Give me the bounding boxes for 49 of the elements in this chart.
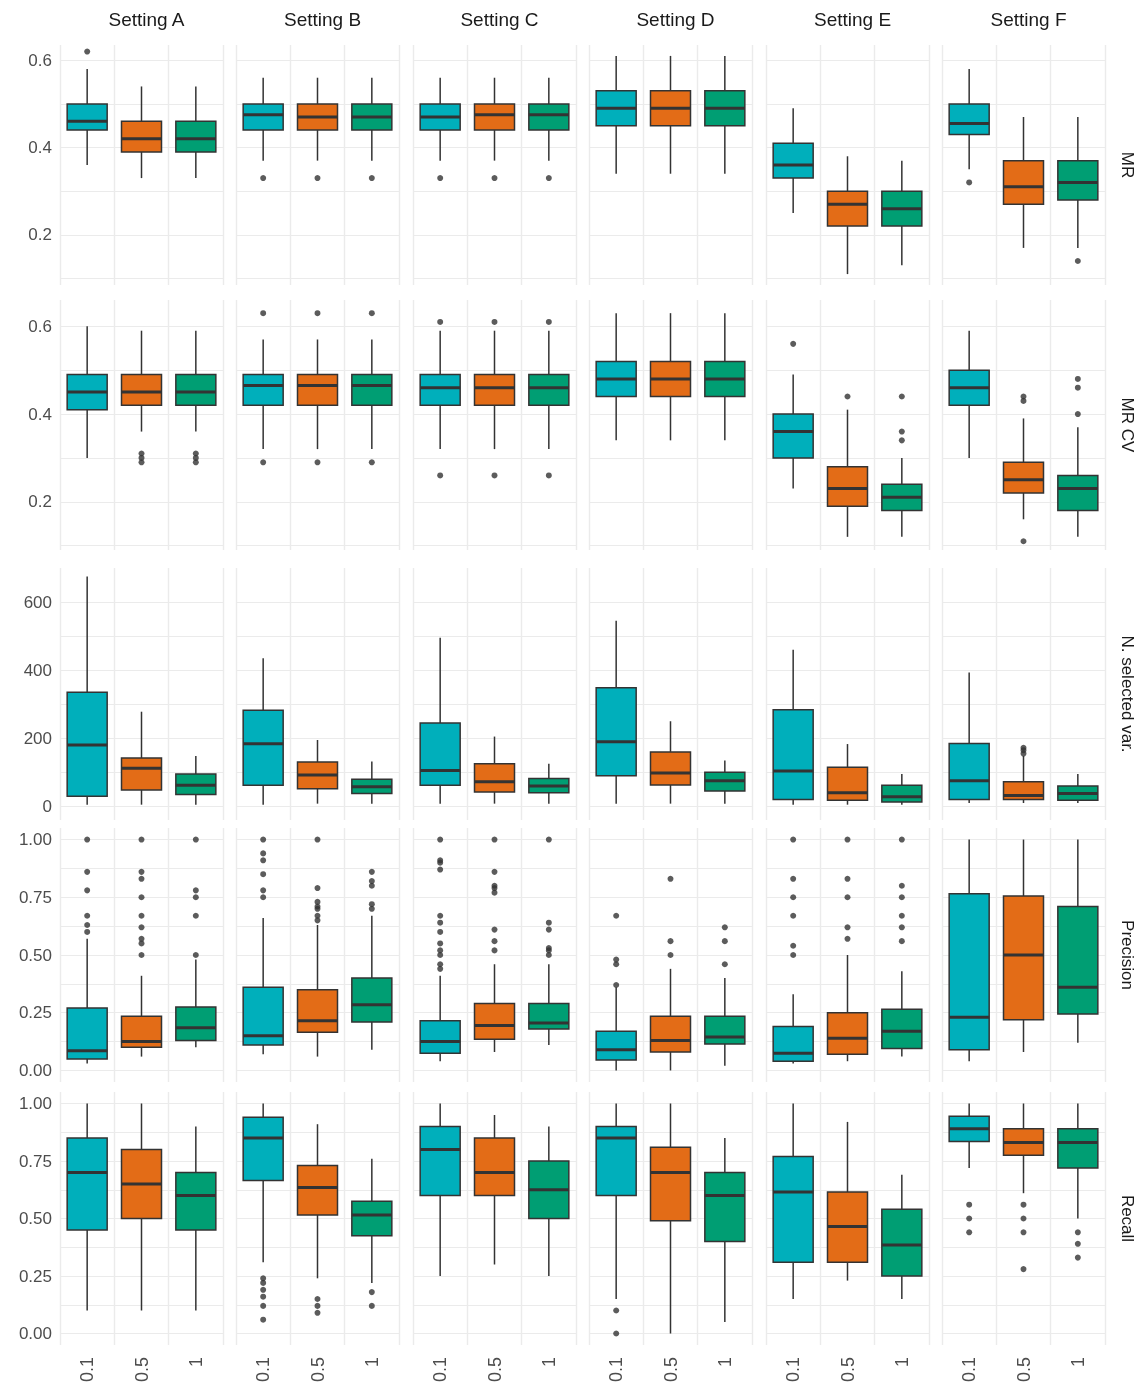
y-tick-label: 0.6 [28,316,52,336]
x-tick-label: 1 [538,1357,559,1368]
y-tick-label: 0.25 [18,1003,52,1023]
x-tick-label: 0.1 [253,1357,274,1383]
y-tick-label: 0.2 [28,225,52,245]
y-tick-label: 0.2 [28,492,52,512]
y-tick-label: 200 [23,728,52,748]
x-tick-label: 1 [714,1357,735,1368]
y-axis-title: Precision [1118,920,1137,990]
x-tick-label: 1 [891,1357,912,1368]
x-tick-label: 0.5 [131,1357,152,1383]
x-tick-label: 0.1 [783,1357,804,1383]
y-tick-label: 0.00 [18,1324,52,1343]
x-tick-label: 0.5 [307,1357,328,1383]
chart-title: Setting B [283,9,362,30]
chart-title: Setting C [460,9,539,30]
y-tick-label: 0.50 [18,945,52,965]
chart-title: Setting D [636,9,715,30]
y-tick-label: 0.4 [28,138,52,158]
chart-title: Setting F [990,9,1067,30]
y-tick-label: 0 [42,796,52,816]
y-tick-label: 1.00 [18,830,52,850]
y-tick-label: 0.00 [18,1060,52,1080]
x-tick-label: 0.1 [430,1357,451,1383]
x-tick-label: 0.5 [837,1357,858,1383]
y-tick-label: 0.4 [28,404,52,424]
y-tick-label: 0.75 [18,1151,52,1171]
x-tick-label: 1 [185,1357,206,1368]
y-tick-label: 400 [23,660,52,680]
x-tick-label: 1 [361,1357,382,1368]
y-axis-title: MR CV [1118,397,1137,454]
x-tick-label: 0.5 [1013,1357,1034,1383]
y-tick-label: 600 [23,592,52,612]
y-tick-label: 1.00 [18,1094,52,1113]
y-tick-label: 0.6 [28,50,52,70]
chart-title: Setting A [108,9,185,30]
x-tick-label: 0.1 [606,1357,627,1383]
y-tick-label: 0.25 [18,1266,52,1286]
y-axis-title: N. selected var. [1118,635,1137,753]
y-axis-title: Recall [1118,1194,1137,1243]
x-tick-label: 1 [1067,1357,1088,1368]
y-axis-title: MR [1118,151,1137,179]
x-tick-label: 0.5 [484,1357,505,1383]
x-tick-label: 0.1 [959,1357,980,1383]
chart-title: Setting E [813,9,892,30]
x-tick-label: 0.5 [660,1357,681,1383]
y-tick-label: 0.50 [18,1209,52,1228]
y-tick-label: 0.75 [18,887,52,907]
x-tick-label: 0.1 [77,1357,98,1383]
